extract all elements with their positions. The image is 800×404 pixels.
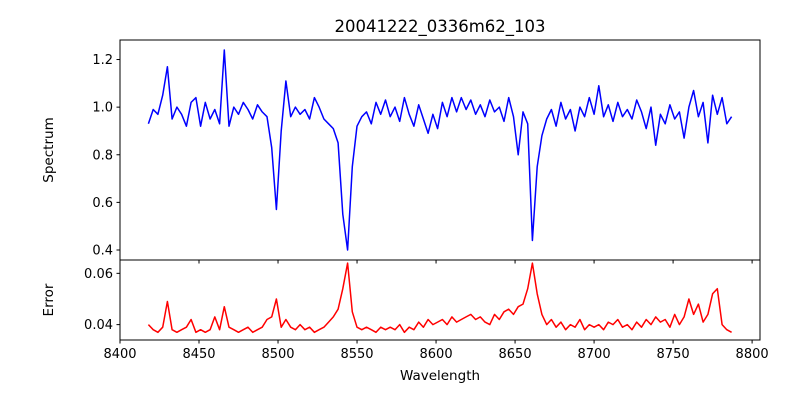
- y-tick-label: 0.8: [92, 148, 113, 163]
- x-tick-label: 8400: [103, 347, 136, 362]
- error-line: [147, 262, 732, 334]
- x-tick-label: 8450: [182, 347, 215, 362]
- y-tick-label: 1.0: [92, 101, 113, 116]
- x-axis-label: Wavelength: [400, 368, 480, 384]
- x-tick-label: 8550: [340, 347, 373, 362]
- error-axes: 0.04 0.06 8400 8450 8500 8550 8600 8650 8700 8750…: [84, 259, 769, 362]
- x-tick-label: 8650: [499, 347, 532, 362]
- spectrum-line: [147, 49, 733, 251]
- y-tick-label: 0.4: [92, 244, 113, 259]
- error-ylabel: Error: [41, 283, 57, 316]
- chart-title: 20041222_0336m62_103: [334, 17, 545, 37]
- x-tick-label: 8800: [736, 347, 769, 362]
- x-tick-label: 8700: [578, 347, 611, 362]
- y-tick-label: 0.04: [84, 318, 113, 333]
- x-tick-label: 8600: [420, 347, 453, 362]
- x-tick-label: 8750: [657, 347, 690, 362]
- y-tick-label: 1.2: [92, 53, 113, 68]
- y-tick-label: 0.06: [84, 267, 113, 282]
- spectrum-ylabel: Spectrum: [41, 117, 57, 182]
- y-tick-label: 0.6: [92, 196, 113, 211]
- axes-frame: [119, 259, 761, 341]
- x-tick-label: 8500: [261, 347, 294, 362]
